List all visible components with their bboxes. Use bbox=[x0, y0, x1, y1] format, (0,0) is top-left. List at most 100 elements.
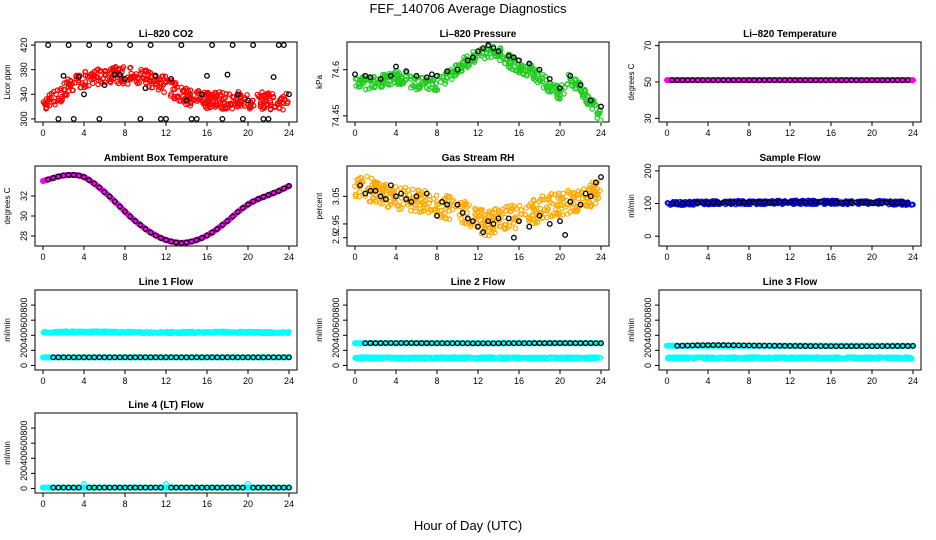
data-point bbox=[449, 72, 455, 79]
data-point bbox=[579, 94, 586, 101]
data-point bbox=[495, 215, 502, 222]
y-tick-label: 30 bbox=[643, 113, 653, 123]
x-tick-label: 4 bbox=[393, 252, 398, 262]
data-point bbox=[75, 74, 82, 81]
x-tick-label: 24 bbox=[908, 376, 918, 386]
data-point bbox=[752, 354, 759, 361]
data-point bbox=[116, 203, 123, 210]
data-point bbox=[256, 329, 263, 335]
data-point bbox=[101, 189, 108, 195]
y-tick-label: 800 bbox=[19, 298, 29, 313]
data-point bbox=[155, 86, 162, 93]
data-point bbox=[413, 86, 420, 93]
data-point bbox=[234, 91, 241, 98]
x-tick-label: 0 bbox=[352, 376, 357, 386]
x-tick-label: 20 bbox=[555, 376, 565, 386]
x-tick-label: 0 bbox=[40, 252, 45, 262]
data-point bbox=[265, 192, 272, 198]
data-point bbox=[850, 355, 857, 361]
x-tick-label: 12 bbox=[161, 252, 171, 262]
data-point bbox=[132, 218, 139, 224]
data-point bbox=[114, 78, 120, 85]
data-point bbox=[106, 193, 113, 200]
data-point bbox=[157, 484, 164, 491]
data-point bbox=[142, 226, 149, 232]
series-2 bbox=[352, 42, 604, 110]
series-1 bbox=[40, 64, 291, 113]
data-point bbox=[469, 218, 476, 225]
data-point bbox=[480, 229, 487, 236]
data-point bbox=[59, 329, 65, 336]
data-point bbox=[245, 480, 251, 487]
x-tick-label: 16 bbox=[202, 376, 212, 386]
data-point bbox=[164, 328, 171, 335]
data-point bbox=[155, 77, 161, 83]
data-point bbox=[352, 71, 358, 78]
data-point bbox=[286, 328, 292, 335]
data-point bbox=[411, 198, 418, 205]
data-point bbox=[814, 355, 821, 361]
x-tick-label: 20 bbox=[243, 128, 253, 138]
data-point bbox=[587, 185, 593, 191]
data-point bbox=[467, 223, 474, 230]
data-point bbox=[570, 195, 577, 201]
data-point bbox=[122, 75, 128, 82]
data-point bbox=[552, 355, 559, 362]
data-point bbox=[40, 484, 46, 491]
data-point bbox=[761, 201, 768, 208]
data-point bbox=[843, 355, 850, 362]
data-point bbox=[254, 329, 260, 335]
data-point bbox=[207, 104, 213, 111]
data-point bbox=[243, 330, 250, 336]
data-point bbox=[547, 89, 554, 95]
data-point bbox=[75, 79, 82, 86]
data-point bbox=[81, 480, 87, 487]
data-point bbox=[144, 73, 150, 79]
data-point bbox=[497, 57, 503, 64]
series-1 bbox=[352, 43, 604, 123]
x-tick-label: 0 bbox=[40, 376, 45, 386]
x-tick-label: 16 bbox=[826, 252, 836, 262]
data-point bbox=[52, 101, 58, 108]
data-point bbox=[469, 54, 476, 61]
data-point bbox=[380, 355, 387, 362]
data-point bbox=[357, 188, 363, 195]
data-point bbox=[239, 205, 246, 211]
data-point bbox=[223, 91, 229, 97]
data-point bbox=[405, 355, 412, 362]
data-point bbox=[423, 85, 430, 91]
data-point bbox=[403, 68, 410, 75]
series-1 bbox=[40, 328, 292, 337]
data-point bbox=[137, 115, 144, 122]
y-axis-label: ml/min bbox=[627, 194, 636, 218]
data-point bbox=[393, 193, 399, 200]
data-point bbox=[117, 72, 124, 79]
data-point bbox=[95, 81, 101, 88]
data-point bbox=[183, 97, 190, 104]
series-2 bbox=[357, 174, 604, 241]
data-point bbox=[193, 115, 200, 122]
data-point bbox=[773, 354, 780, 360]
data-point bbox=[439, 355, 446, 361]
data-point bbox=[137, 329, 143, 335]
y-tick-label: 0 bbox=[19, 363, 29, 368]
data-point bbox=[544, 207, 551, 214]
data-point bbox=[482, 354, 488, 360]
data-point bbox=[202, 100, 209, 107]
data-point bbox=[368, 175, 375, 182]
data-point bbox=[570, 194, 576, 200]
data-point bbox=[106, 42, 113, 49]
data-point bbox=[286, 484, 292, 491]
data-point bbox=[69, 87, 76, 94]
panel-6: Sample Flow ml/min 0 100 200 0 4 8 12 16 20 24 bbox=[627, 153, 922, 262]
data-point bbox=[442, 210, 448, 217]
data-point bbox=[387, 72, 394, 79]
data-point bbox=[434, 72, 440, 79]
y-axis-label: ml/min bbox=[3, 441, 12, 465]
data-point bbox=[57, 87, 63, 94]
x-tick-label: 24 bbox=[908, 252, 918, 262]
data-point bbox=[431, 206, 437, 213]
data-point bbox=[901, 354, 908, 361]
